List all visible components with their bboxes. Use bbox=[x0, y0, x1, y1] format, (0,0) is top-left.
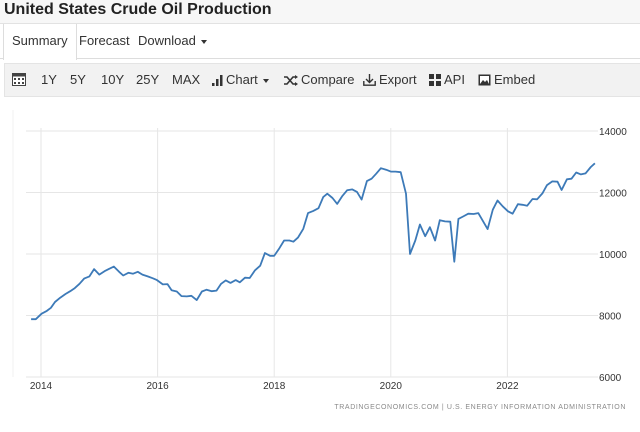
image-icon bbox=[478, 74, 491, 86]
chart-type-label: Chart bbox=[226, 72, 258, 87]
tab-forecast[interactable]: Forecast bbox=[79, 33, 130, 48]
embed-label: Embed bbox=[494, 72, 536, 87]
range-10y[interactable]: 10Y bbox=[101, 72, 125, 87]
x-tick-label: 2020 bbox=[380, 381, 403, 392]
calendar-button[interactable] bbox=[12, 64, 29, 96]
range-max[interactable]: MAX bbox=[172, 72, 201, 87]
y-tick-label: 6000 bbox=[599, 373, 622, 384]
range-25y[interactable]: 25Y bbox=[136, 72, 160, 87]
tab-bar: Summary Forecast Download bbox=[0, 24, 640, 60]
y-tick-label: 14000 bbox=[599, 127, 627, 138]
caret-down-icon bbox=[262, 78, 269, 83]
tab-summary[interactable]: Summary bbox=[3, 24, 77, 60]
download-icon bbox=[363, 74, 376, 86]
title-bar: United States Crude Oil Production bbox=[0, 0, 640, 24]
x-tick-label: 2022 bbox=[496, 381, 519, 392]
x-tick-label: 2016 bbox=[146, 381, 169, 392]
compare-button[interactable]: Compare bbox=[284, 64, 354, 96]
chart-type-button[interactable]: Chart bbox=[212, 64, 269, 96]
range-1y[interactable]: 1Y bbox=[41, 72, 57, 87]
export-button[interactable]: Export bbox=[363, 64, 417, 96]
calendar-icon bbox=[12, 73, 26, 86]
y-tick-label: 12000 bbox=[599, 189, 627, 200]
export-label: Export bbox=[379, 72, 417, 87]
chart-toolbar: 1Y 5Y 10Y 25Y MAX Chart Compare Export A… bbox=[4, 63, 640, 97]
y-tick-label: 10000 bbox=[599, 250, 627, 261]
tab-download[interactable]: Download bbox=[138, 24, 207, 59]
range-5y[interactable]: 5Y bbox=[70, 72, 86, 87]
bar-chart-icon bbox=[212, 75, 223, 86]
y-tick-label: 8000 bbox=[599, 312, 622, 323]
source-credit: TRADINGECONOMICS.COM | U.S. ENERGY INFOR… bbox=[334, 404, 626, 411]
compare-label: Compare bbox=[301, 72, 355, 87]
x-tick-label: 2018 bbox=[263, 381, 286, 392]
caret-down-icon bbox=[200, 39, 207, 44]
tab-download-label: Download bbox=[138, 33, 196, 48]
series-line bbox=[31, 162, 596, 321]
api-button[interactable]: API bbox=[429, 64, 465, 96]
grid-icon bbox=[429, 74, 441, 86]
x-tick-label: 2014 bbox=[30, 381, 53, 392]
page-title: United States Crude Oil Production bbox=[4, 1, 272, 18]
api-label: API bbox=[444, 72, 465, 87]
shuffle-icon bbox=[284, 75, 298, 86]
line-chart: 14000 12000 10000 8000 6000 2014 2016 2018 2020 2… bbox=[12, 110, 627, 392]
embed-button[interactable]: Embed bbox=[478, 64, 535, 96]
